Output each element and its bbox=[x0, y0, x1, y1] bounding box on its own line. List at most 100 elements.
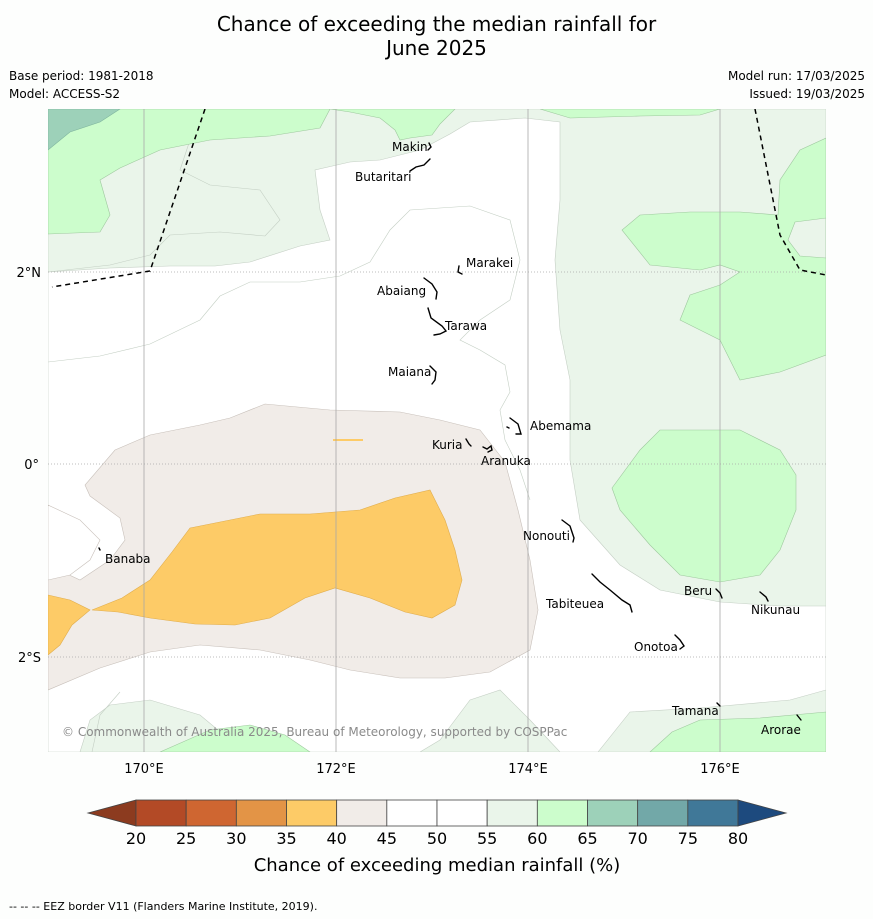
place-labels: Makin Butaritari Marakei Abaiang Tarawa … bbox=[105, 140, 801, 737]
island-aranuka bbox=[482, 444, 493, 453]
eez-border bbox=[51, 109, 826, 288]
island-arorae bbox=[796, 714, 802, 721]
issued-date: Issued: 19/03/2025 bbox=[749, 87, 865, 101]
colorbar-tick-label: 25 bbox=[176, 829, 196, 848]
place-onotoa: Onotoa bbox=[634, 640, 678, 654]
contour-60-65-topright bbox=[539, 109, 721, 119]
colorbar-title: Chance of exceeding median rainfall (%) bbox=[254, 855, 621, 876]
contour-60-65-southeast bbox=[649, 711, 826, 752]
colorbar-tick-label: 80 bbox=[728, 829, 748, 848]
colorbar-tick-label: 35 bbox=[276, 829, 296, 848]
island-abemama bbox=[509, 417, 522, 435]
island-nonouti bbox=[561, 519, 575, 543]
colorbar-segment bbox=[536, 799, 588, 827]
island-butaritari bbox=[409, 158, 431, 172]
place-kuria: Kuria bbox=[432, 438, 463, 452]
meta-left: Base period: 1981-2018 Model: ACCESS-S2 bbox=[9, 67, 154, 103]
colorbar-segments bbox=[135, 799, 739, 827]
lon-label-176: 176°E bbox=[700, 762, 740, 777]
place-tabiteuea: Tabiteuea bbox=[545, 597, 604, 611]
map-title: Chance of exceeding the median rainfall … bbox=[0, 12, 873, 60]
map-title-line2: June 2025 bbox=[386, 36, 487, 60]
island-kuria bbox=[465, 438, 472, 447]
colorbar-tick-label: 75 bbox=[678, 829, 698, 848]
place-nikunau: Nikunau bbox=[751, 603, 800, 617]
colorbar-tick-label: 65 bbox=[577, 829, 597, 848]
longitude-grid bbox=[143, 109, 721, 752]
contour-60-65-south bbox=[159, 724, 311, 752]
lat-label-0: 0° bbox=[24, 458, 39, 473]
colorbar-tick-label: 50 bbox=[427, 829, 447, 848]
island-makin bbox=[427, 142, 432, 151]
lon-label-170: 170°E bbox=[124, 762, 164, 777]
place-maiana: Maiana bbox=[388, 365, 431, 379]
place-banaba: Banaba bbox=[105, 552, 151, 566]
contour-60-65-east bbox=[611, 429, 797, 583]
colorbar-segment bbox=[286, 799, 338, 827]
model-name: Model: ACCESS-S2 bbox=[9, 87, 121, 101]
place-abaiang: Abaiang bbox=[377, 284, 426, 298]
colorbar-tick-labels: 20 25 30 35 40 45 50 55 60 65 70 75 80 bbox=[126, 829, 748, 848]
island-beru bbox=[715, 588, 723, 599]
place-beru: Beru bbox=[684, 584, 712, 598]
contour-60-65-topleft bbox=[48, 109, 331, 235]
island-tamana bbox=[716, 702, 721, 707]
base-period: Base period: 1981-2018 bbox=[9, 69, 154, 83]
colorbar-tick-label: 55 bbox=[477, 829, 497, 848]
island-maiana bbox=[429, 365, 437, 385]
contour-45-50-banaba bbox=[48, 504, 101, 581]
colorbar-segment bbox=[587, 799, 639, 827]
place-tarawa: Tarawa bbox=[444, 319, 487, 333]
contour-35-40 bbox=[91, 489, 463, 626]
latitude-labels: 2°N 0° 2°S bbox=[17, 266, 42, 666]
eez-footnote: -- -- -- EEZ border V11 (Flanders Marine… bbox=[9, 900, 318, 913]
contour-65-70 bbox=[48, 109, 121, 151]
latitude-grid bbox=[48, 271, 826, 658]
colorbar-tick-label: 70 bbox=[627, 829, 647, 848]
contour-35-40-west bbox=[48, 594, 91, 656]
contour-line-south bbox=[91, 691, 121, 752]
contour-60-65-topmid bbox=[329, 109, 456, 141]
contour-line-50 bbox=[48, 205, 531, 501]
colorbar-tick-label: 60 bbox=[527, 829, 547, 848]
colorbar-segment bbox=[185, 799, 237, 827]
model-run: Model run: 17/03/2025 bbox=[727, 69, 865, 83]
island-outlines bbox=[98, 142, 802, 721]
colorbar-tick-label: 45 bbox=[377, 829, 397, 848]
lon-label-172: 172°E bbox=[316, 762, 356, 777]
place-butaritari: Butaritari bbox=[355, 170, 412, 184]
island-abemama-islet bbox=[506, 426, 510, 429]
place-marakei: Marakei bbox=[466, 256, 513, 270]
island-abaiang bbox=[423, 277, 438, 300]
colorbar-segment bbox=[336, 799, 388, 827]
place-tamana: Tamana bbox=[671, 704, 719, 718]
island-marakei bbox=[457, 265, 463, 275]
colorbar-segment bbox=[386, 799, 438, 827]
colorbar-tick-label: 30 bbox=[226, 829, 246, 848]
longitude-labels: 170°E 172°E 174°E 176°E bbox=[124, 762, 740, 777]
map-title-line1: Chance of exceeding the median rainfall … bbox=[216, 12, 657, 36]
colorbar-segment bbox=[486, 799, 538, 827]
colorbar-segment bbox=[235, 799, 287, 827]
colorbar-segment bbox=[436, 799, 488, 827]
copyright-notice: © Commonwealth of Australia 2025, Bureau… bbox=[62, 725, 567, 739]
place-aranuka: Aranuka bbox=[481, 454, 531, 468]
meta-right: Model run: 17/03/2025 Issued: 19/03/2025 bbox=[728, 67, 865, 103]
colorbar-segment bbox=[637, 799, 689, 827]
colorbar-segment bbox=[687, 799, 739, 827]
island-tarawa bbox=[427, 307, 448, 336]
colorbar-under-arrow bbox=[86, 799, 137, 827]
place-abemama: Abemama bbox=[530, 419, 591, 433]
island-nikunau bbox=[759, 591, 769, 602]
place-makin: Makin bbox=[392, 140, 428, 154]
lon-label-174: 174°E bbox=[508, 762, 548, 777]
contour-60-65-right bbox=[621, 137, 826, 381]
island-banaba bbox=[98, 547, 101, 551]
colorbar-tick-label: 20 bbox=[126, 829, 146, 848]
colorbar-segment bbox=[135, 799, 187, 827]
lat-label-2n: 2°N bbox=[17, 266, 42, 281]
colorbar-over-arrow bbox=[737, 799, 788, 827]
colorbar: 20 25 30 35 40 45 50 55 60 65 70 75 80 Chance of exc… bbox=[86, 799, 788, 876]
lat-label-2s: 2°S bbox=[18, 651, 41, 666]
